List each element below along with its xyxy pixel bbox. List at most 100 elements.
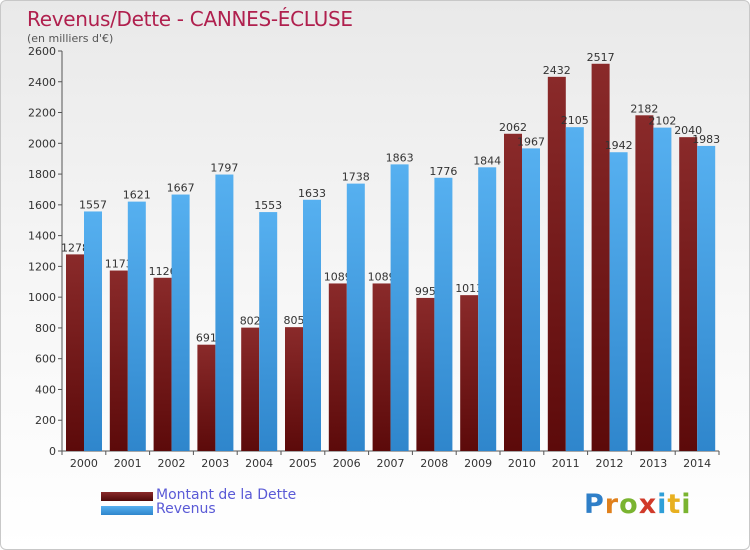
x-tick-label: 2009 <box>464 457 492 470</box>
data-label-debt-2002: 1126 <box>149 265 177 278</box>
bar-revenus-2001 <box>127 201 146 451</box>
data-label-revenus-2005: 1633 <box>298 187 326 200</box>
bar-revenus-2008 <box>434 177 453 451</box>
y-tick-label: 1600 <box>28 199 56 212</box>
y-tick-label: 1800 <box>28 168 56 181</box>
x-tick-label: 2012 <box>596 457 624 470</box>
data-label-revenus-2008: 1776 <box>429 165 457 178</box>
y-tick-label: 1400 <box>28 230 56 243</box>
bar-revenus-2005 <box>303 199 321 451</box>
x-tick-label: 2004 <box>245 457 273 470</box>
x-tick-label: 2007 <box>377 457 405 470</box>
bar-revenus-2007 <box>390 164 409 451</box>
data-label-revenus-2012: 1942 <box>605 139 633 152</box>
bar-debt-2002 <box>153 277 172 451</box>
data-label-debt-2003: 691 <box>196 332 217 345</box>
bar-debt-2000 <box>66 254 84 451</box>
legend-label-dette: Montant de la Dette <box>156 487 297 503</box>
bar-revenus-2006 <box>346 183 365 451</box>
data-label-debt-2011: 2432 <box>543 64 571 77</box>
logo-letter: r <box>604 489 620 520</box>
chart-title: Revenus/Dette - CANNES-ÉCLUSE <box>27 7 353 31</box>
data-label-debt-2012: 2517 <box>587 51 615 64</box>
logo-letter: x <box>638 489 658 520</box>
legend-swatch-dette <box>101 492 153 501</box>
y-tick-label: 1000 <box>28 291 56 304</box>
data-label-revenus-2009: 1844 <box>473 154 501 167</box>
data-label-revenus-2013: 2102 <box>648 115 676 128</box>
bar-revenus-2000 <box>84 211 102 451</box>
data-label-debt-2006: 1089 <box>324 270 352 283</box>
x-tick-label: 2006 <box>333 457 361 470</box>
x-tick-label: 2013 <box>639 457 667 470</box>
data-label-revenus-2004: 1553 <box>254 199 282 212</box>
bar-debt-2014 <box>679 137 698 451</box>
bar-debt-2012 <box>591 63 610 452</box>
bar-debt-2010 <box>504 133 522 451</box>
bar-revenus-2012 <box>609 152 628 451</box>
bar-debt-2011 <box>547 76 566 451</box>
x-tick-label: 2008 <box>420 457 448 470</box>
data-label-revenus-2003: 1797 <box>210 162 238 175</box>
data-label-revenus-2001: 1621 <box>123 189 151 202</box>
data-label-debt-2005: 805 <box>284 314 305 327</box>
y-tick-label: 200 <box>35 414 56 427</box>
y-tick-label: 400 <box>35 383 56 396</box>
x-tick-label: 2002 <box>158 457 186 470</box>
data-label-revenus-2014: 1983 <box>692 133 720 146</box>
logo-letter: i <box>681 489 692 520</box>
data-label-debt-2004: 802 <box>240 315 261 328</box>
data-label-revenus-2011: 2105 <box>561 114 589 127</box>
bar-debt-2006 <box>328 283 347 451</box>
legend-label-revenus: Revenus <box>156 501 216 517</box>
x-tick-label: 2011 <box>552 457 580 470</box>
bar-debt-2009 <box>460 295 479 451</box>
bar-revenus-2013 <box>653 127 672 451</box>
bar-revenus-2002 <box>171 194 190 452</box>
bar-debt-2005 <box>285 327 303 451</box>
data-label-debt-2000: 1278 <box>61 241 89 254</box>
logo-letter: t <box>667 489 682 520</box>
x-tick-label: 2000 <box>70 457 98 470</box>
y-tick-label: 2600 <box>28 45 56 58</box>
bar-debt-2013 <box>635 115 654 452</box>
data-label-debt-2007: 1089 <box>368 270 396 283</box>
logo-letter: P <box>584 489 605 520</box>
y-tick-label: 800 <box>35 322 56 335</box>
y-tick-label: 2400 <box>28 76 56 89</box>
bar-revenus-2004 <box>259 212 278 451</box>
bar-revenus-2014 <box>697 145 716 451</box>
data-label-debt-2014: 2040 <box>674 124 702 137</box>
bar-debt-2001 <box>109 270 128 451</box>
logo-letter: i <box>657 489 668 520</box>
legend-swatch-revenus <box>101 506 153 515</box>
y-tick-label: 2200 <box>28 107 56 120</box>
logo-letter: o <box>619 489 639 520</box>
data-label-debt-2013: 2182 <box>630 102 658 115</box>
data-label-debt-2010: 2062 <box>499 121 527 134</box>
y-tick-label: 0 <box>49 445 56 458</box>
y-tick-label: 2000 <box>28 137 56 150</box>
proxiti-logo: Proxiti <box>584 489 692 520</box>
bar-revenus-2011 <box>565 127 584 452</box>
x-tick-label: 2003 <box>201 457 229 470</box>
bar-revenus-2003 <box>215 174 234 452</box>
data-label-debt-2008: 995 <box>415 285 436 298</box>
x-tick-label: 2005 <box>289 457 317 470</box>
y-tick-label: 1200 <box>28 260 56 273</box>
x-tick-label: 2001 <box>114 457 142 470</box>
y-tick-label: 600 <box>35 353 56 366</box>
data-label-revenus-2006: 1738 <box>342 171 370 184</box>
chart-subtitle: (en milliers d'€) <box>27 32 114 45</box>
data-label-revenus-2000: 1557 <box>79 198 107 211</box>
bar-debt-2007 <box>372 283 391 451</box>
x-tick-label: 2010 <box>508 457 536 470</box>
data-label-revenus-2010: 1967 <box>517 135 545 148</box>
bar-debt-2003 <box>197 344 216 451</box>
data-label-debt-2009: 1013 <box>455 282 483 295</box>
bar-debt-2008 <box>416 297 435 451</box>
bar-revenus-2010 <box>522 148 540 451</box>
x-tick-label: 2014 <box>683 457 711 470</box>
